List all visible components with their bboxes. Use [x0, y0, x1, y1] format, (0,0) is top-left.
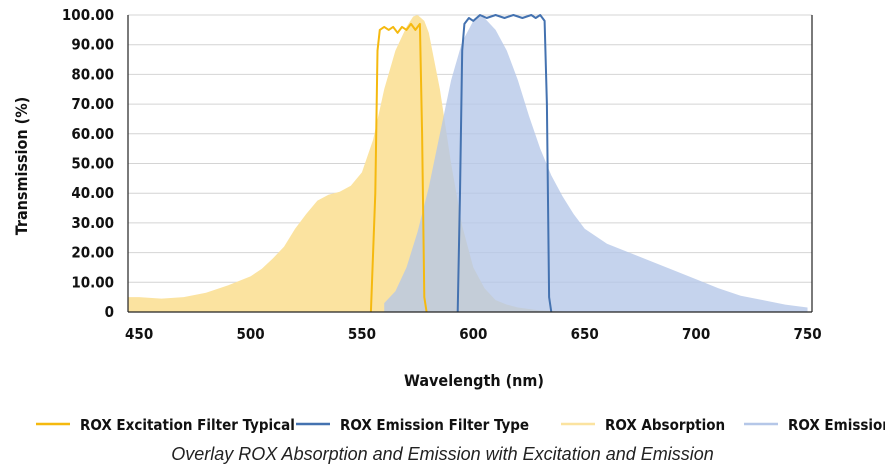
x-tick-label: 750 [793, 325, 821, 343]
legend-label: ROX Emission [788, 416, 885, 434]
x-axis-label: Wavelength (nm) [404, 371, 544, 390]
y-tick-label: 10.00 [71, 273, 114, 291]
area-series [128, 15, 808, 312]
legend-label: ROX Excitation Filter Typical [80, 416, 295, 434]
x-tick-label: 700 [682, 325, 710, 343]
line-series [369, 14, 553, 313]
x-tick-label: 600 [459, 325, 487, 343]
area-rox-absorption [128, 15, 585, 312]
y-tick-label: 40.00 [71, 184, 114, 202]
y-tick-label: 50.00 [71, 155, 114, 173]
x-tick-label: 500 [236, 325, 264, 343]
y-tick-label: 30.00 [71, 214, 114, 232]
x-tick-label: 450 [125, 325, 153, 343]
legend-label: ROX Emission Filter Type [340, 416, 529, 434]
y-tick-label: 20.00 [71, 244, 114, 262]
area-rox-emission [384, 15, 808, 312]
y-tick-label: 80.00 [71, 65, 114, 83]
y-tick-label: 60.00 [71, 125, 114, 143]
y-tick-label: 90.00 [71, 36, 114, 54]
line-rox-emission-filter-type [456, 14, 553, 313]
legend-label: ROX Absorption [605, 416, 725, 434]
y-tick-label: 70.00 [71, 95, 114, 113]
x-tick-label: 550 [348, 325, 376, 343]
legend: ROX Excitation Filter Typical ROX Emissio… [36, 416, 885, 434]
x-tick-label: 650 [571, 325, 599, 343]
y-axis-label: Transmission (%) [12, 97, 31, 235]
y-tick-label: 0 [105, 303, 114, 321]
x-tick-labels: 450 500 550 600 650 700 750 [125, 325, 822, 343]
y-tick-label: 100.00 [62, 6, 114, 24]
line-rox-excitation-filter-typical [369, 22, 428, 313]
axes [127, 15, 813, 313]
figure-caption: Overlay ROX Absorption and Emission with… [171, 444, 714, 464]
y-tick-labels: 0 10.00 20.00 30.00 40.00 50.00 60.00 70.00 80.0… [62, 6, 114, 321]
